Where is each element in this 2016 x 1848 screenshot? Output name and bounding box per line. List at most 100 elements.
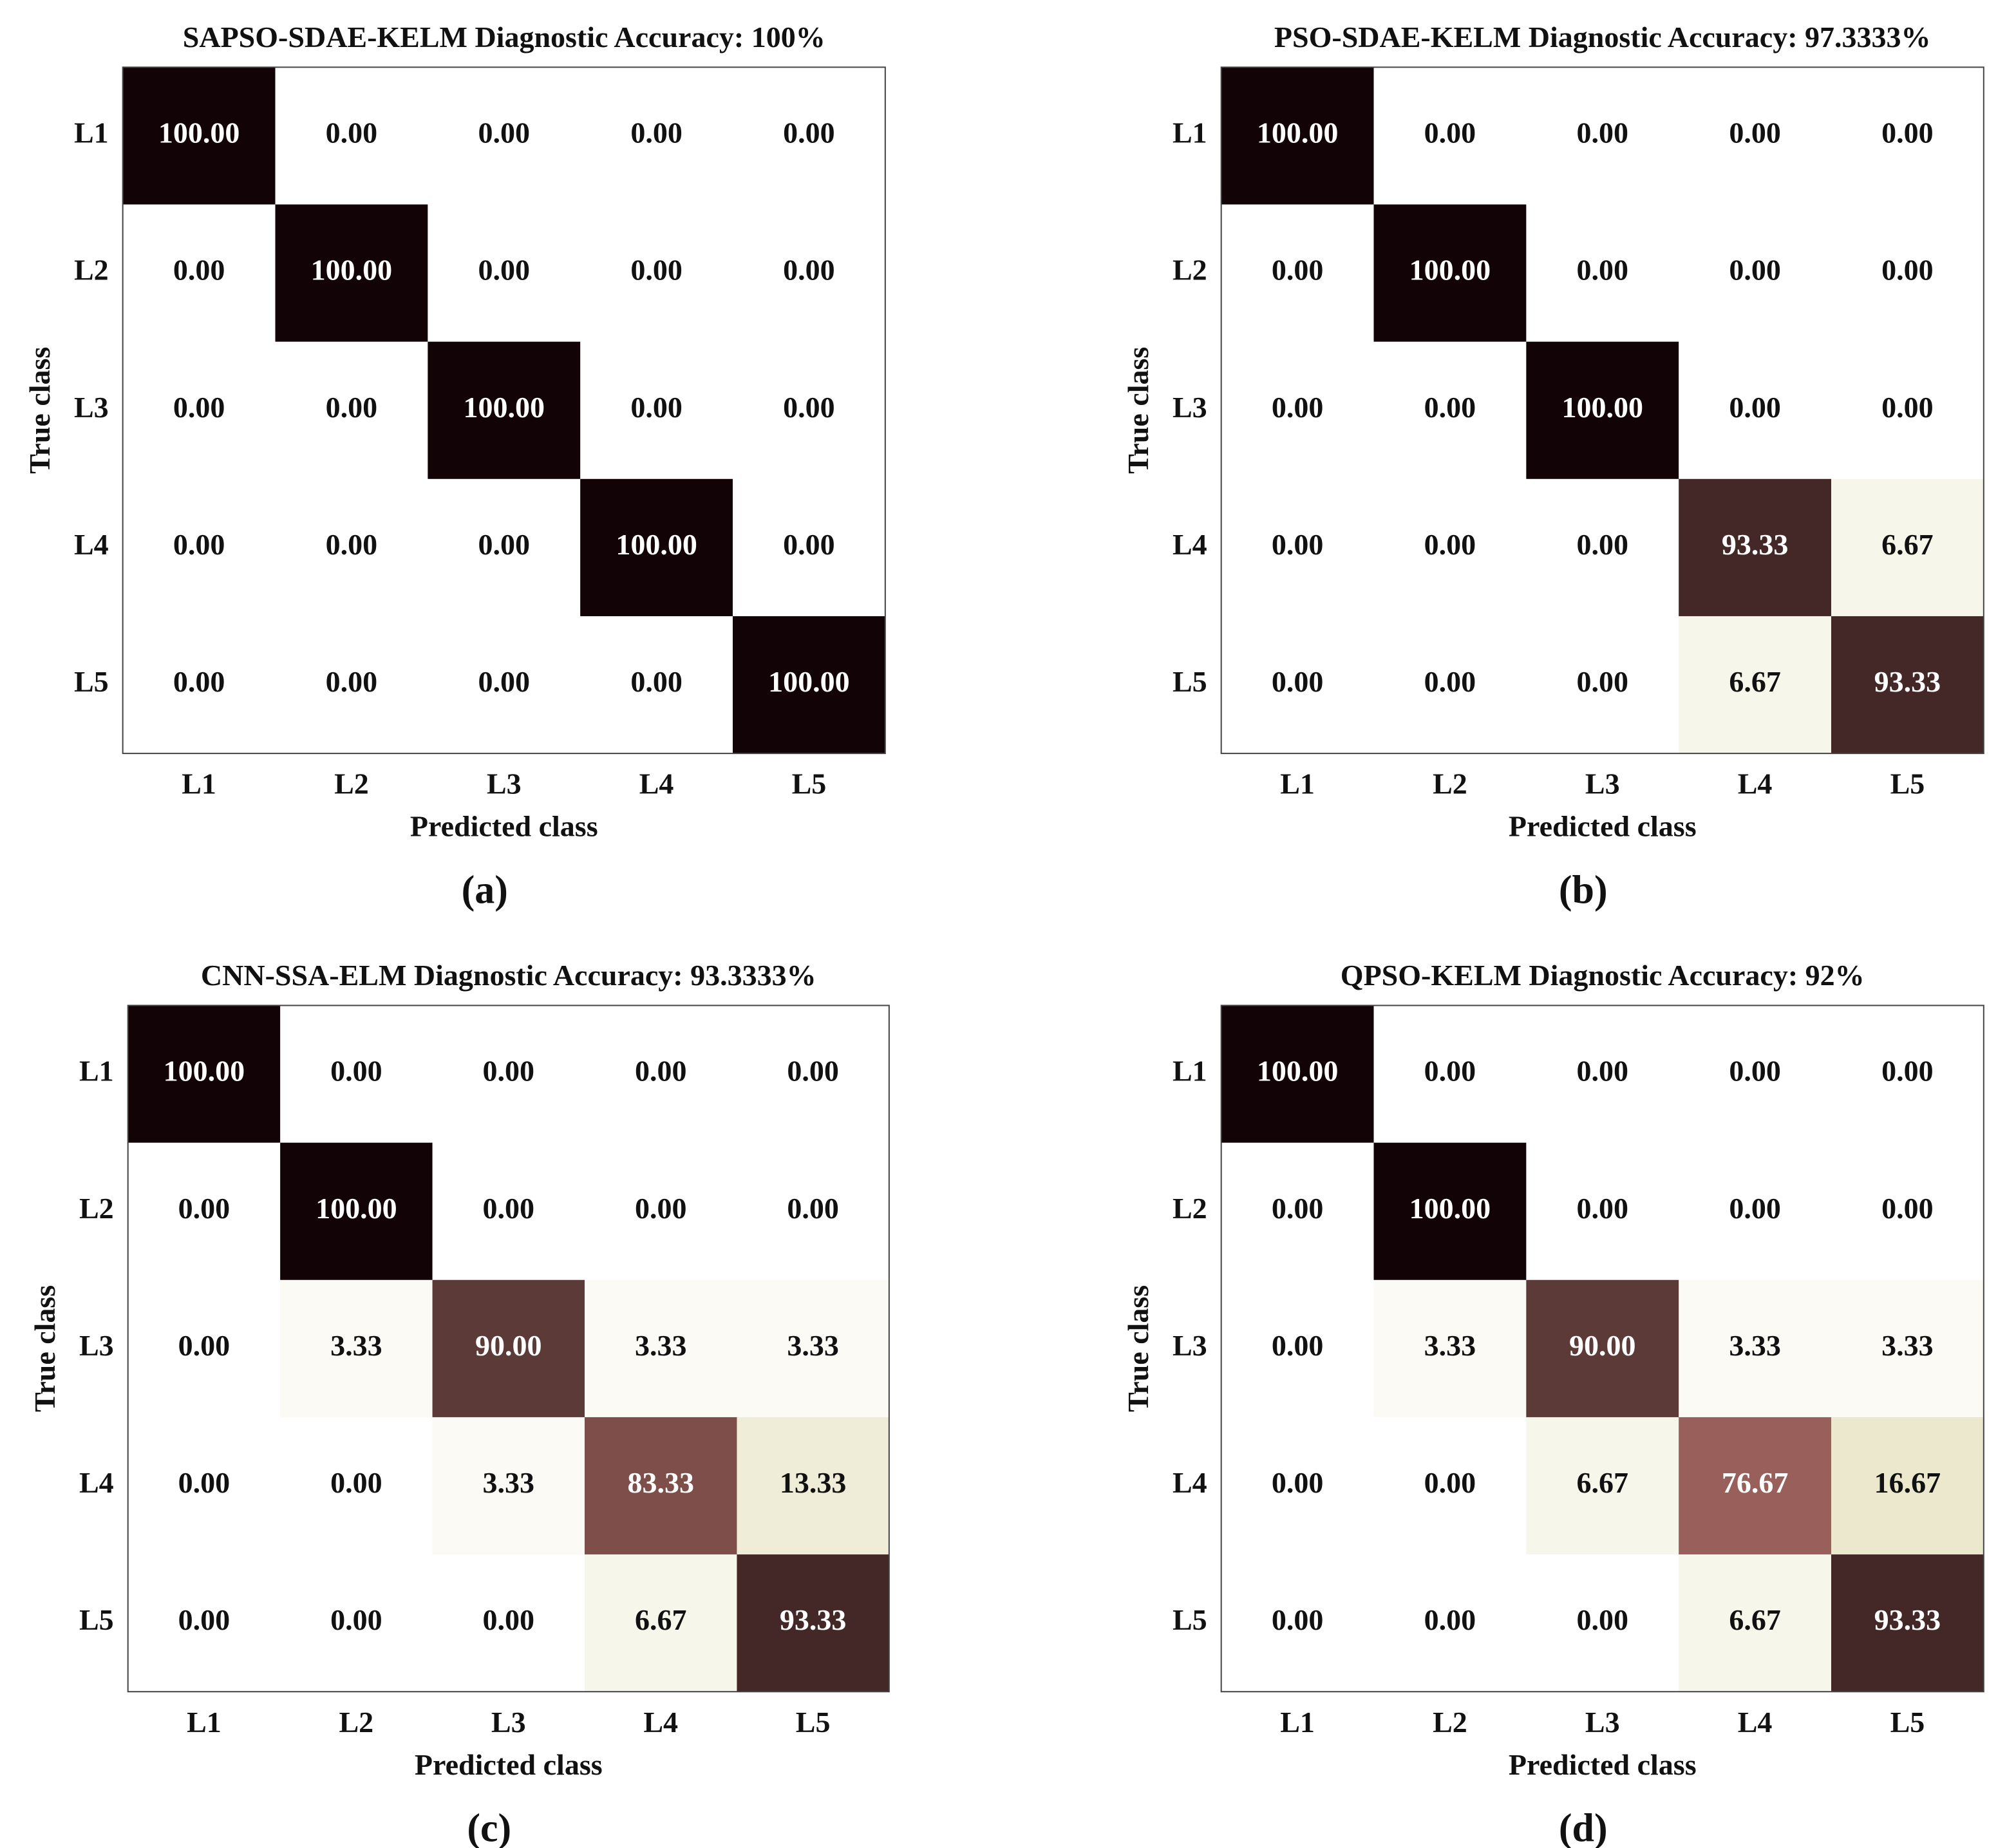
heatmap-panel: SAPSO-SDAE-KELM Diagnostic Accuracy: 100… bbox=[23, 21, 886, 912]
y-tick-label: L2 bbox=[74, 254, 109, 287]
x-tick-label: L1 bbox=[182, 768, 216, 800]
cell-label: 3.33 bbox=[787, 1329, 839, 1362]
cell-label: 0.00 bbox=[173, 665, 225, 698]
cell bbox=[1679, 1005, 1832, 1144]
cell bbox=[1373, 478, 1527, 617]
cell-label: 0.00 bbox=[1729, 117, 1781, 149]
cell-label: 100.00 bbox=[1409, 1192, 1491, 1225]
x-tick-label: L1 bbox=[1280, 768, 1315, 800]
cell-label: 100.00 bbox=[616, 528, 697, 561]
cell-label: 0.00 bbox=[635, 1055, 687, 1088]
plot-frame bbox=[1220, 66, 1984, 755]
cell-label: 0.00 bbox=[1729, 1055, 1781, 1088]
x-tick-label: L4 bbox=[1738, 768, 1773, 800]
cell-label: 0.00 bbox=[178, 1329, 231, 1362]
cell-label: 93.33 bbox=[780, 1603, 847, 1636]
x-tick-label: L5 bbox=[1890, 768, 1925, 800]
cell bbox=[1679, 478, 1832, 617]
cell bbox=[584, 1142, 737, 1281]
cell-label: 3.33 bbox=[635, 1329, 687, 1362]
cell bbox=[1221, 1005, 1374, 1144]
cell-label: 93.33 bbox=[1874, 665, 1941, 698]
x-tick-label: L4 bbox=[1738, 1706, 1773, 1739]
cell-label: 0.00 bbox=[173, 528, 225, 561]
y-tick-label: L2 bbox=[79, 1192, 114, 1225]
chart-title: SAPSO-SDAE-KELM Diagnostic Accuracy: 100… bbox=[183, 21, 825, 53]
cell-label: 0.00 bbox=[1272, 1466, 1324, 1499]
cell bbox=[1679, 67, 1832, 205]
y-tick-label: L3 bbox=[74, 391, 109, 424]
cell-label: 0.00 bbox=[1729, 391, 1781, 424]
cell bbox=[122, 67, 276, 205]
cell-label: 0.00 bbox=[1881, 117, 1934, 149]
cell-label: 0.00 bbox=[173, 391, 225, 424]
panel-caption: (c) bbox=[467, 1806, 511, 1848]
cell-label: 0.00 bbox=[783, 528, 835, 561]
x-tick-label: L2 bbox=[339, 1706, 374, 1739]
cell bbox=[1373, 204, 1527, 343]
cell-label: 0.00 bbox=[783, 391, 835, 424]
x-tick-label: L3 bbox=[1585, 1706, 1620, 1739]
cell-label: 0.00 bbox=[330, 1466, 382, 1499]
cell bbox=[1526, 341, 1679, 480]
cell bbox=[432, 1279, 585, 1418]
cell bbox=[1221, 67, 1374, 205]
cell-label: 0.00 bbox=[178, 1466, 231, 1499]
cell-label: 0.00 bbox=[1272, 665, 1324, 698]
cell-label: 0.00 bbox=[1272, 1603, 1324, 1636]
cell bbox=[1373, 1417, 1527, 1555]
cell bbox=[1373, 1554, 1527, 1692]
cell-label: 0.00 bbox=[1881, 391, 1934, 424]
cell bbox=[1526, 1142, 1679, 1281]
cell-label: 0.00 bbox=[1881, 254, 1934, 287]
y-tick-label: L5 bbox=[1173, 1603, 1207, 1636]
cell bbox=[1373, 1142, 1527, 1281]
cell bbox=[584, 1279, 737, 1418]
cell bbox=[1526, 1279, 1679, 1418]
cell bbox=[122, 204, 276, 343]
cell bbox=[1679, 341, 1832, 480]
y-tick-label: L3 bbox=[1173, 391, 1207, 424]
cell-label: 0.00 bbox=[1424, 391, 1476, 424]
cell bbox=[1221, 1417, 1374, 1555]
cell bbox=[737, 1417, 890, 1555]
x-tick-label: L5 bbox=[792, 768, 827, 800]
y-tick-label: L1 bbox=[1173, 117, 1207, 149]
plot-frame bbox=[127, 1004, 890, 1693]
plot-frame bbox=[122, 66, 886, 755]
cell bbox=[1831, 1142, 1984, 1281]
cell-label: 0.00 bbox=[787, 1055, 839, 1088]
cell-label: 0.00 bbox=[1272, 1192, 1324, 1225]
chart-title: PSO-SDAE-KELM Diagnostic Accuracy: 97.33… bbox=[1274, 21, 1931, 53]
cell-label: 0.00 bbox=[1729, 254, 1781, 287]
cell bbox=[122, 616, 276, 754]
cell bbox=[1831, 204, 1984, 343]
cell-label: 0.00 bbox=[630, 117, 683, 149]
panel-caption: (a) bbox=[462, 868, 508, 912]
cell bbox=[732, 341, 886, 480]
cell-label: 0.00 bbox=[1272, 254, 1324, 287]
cell-label: 90.00 bbox=[475, 1329, 542, 1362]
cell bbox=[127, 1142, 281, 1281]
cell bbox=[280, 1005, 433, 1144]
chart-title: CNN-SSA-ELM Diagnostic Accuracy: 93.3333… bbox=[201, 959, 816, 992]
cell-label: 93.33 bbox=[1874, 1603, 1941, 1636]
cell bbox=[1373, 67, 1527, 205]
cell bbox=[432, 1005, 585, 1144]
cell-label: 0.00 bbox=[635, 1192, 687, 1225]
cell bbox=[1679, 204, 1832, 343]
cell-label: 6.67 bbox=[1881, 528, 1934, 561]
cell-label: 0.00 bbox=[1576, 665, 1628, 698]
cell-label: 0.00 bbox=[630, 665, 683, 698]
cell bbox=[580, 204, 733, 343]
cell bbox=[280, 1554, 433, 1692]
cell-label: 3.33 bbox=[1729, 1329, 1781, 1362]
cell-label: 0.00 bbox=[330, 1055, 382, 1088]
cell bbox=[275, 204, 428, 343]
cell-label: 100.00 bbox=[768, 665, 850, 698]
cell-label: 3.33 bbox=[1881, 1329, 1934, 1362]
cell-label: 93.33 bbox=[1722, 528, 1789, 561]
cell-label: 0.00 bbox=[1576, 1603, 1628, 1636]
cell bbox=[1831, 1554, 1984, 1692]
